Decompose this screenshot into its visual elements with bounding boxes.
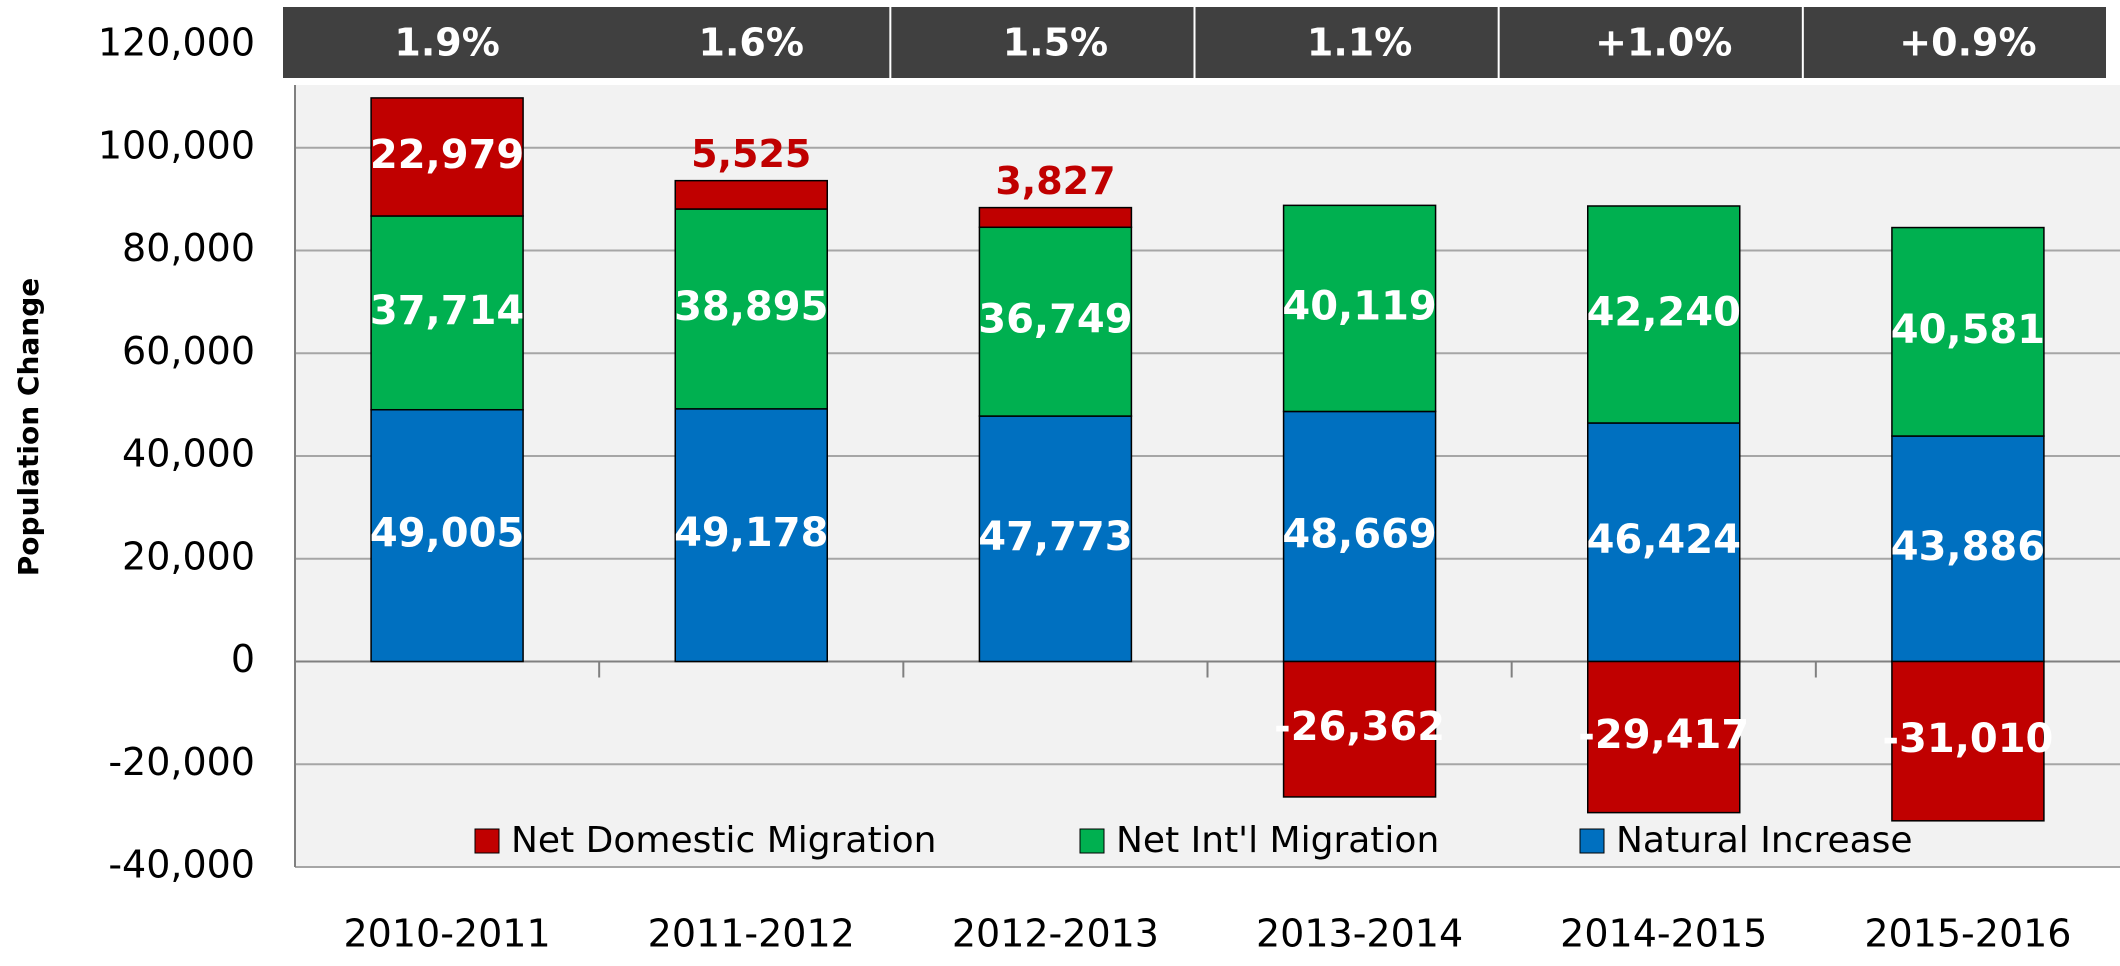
x-tick-label: 2015-2016 [1864,912,2071,956]
bar-segment [1891,660,2045,822]
y-tick-label: 100,000 [98,123,255,167]
bar-segment [674,208,828,410]
data-label: 40,581 [1891,307,2045,353]
bar-segment [978,206,1133,229]
header-label: +1.0% [1595,21,1732,65]
x-tick-label: 2012-2013 [952,912,1159,956]
data-label: 40,119 [1282,283,1436,329]
bar-segment [1587,422,1741,663]
legend-swatch [1079,828,1105,854]
y-tick-label: 40,000 [122,432,255,476]
legend-swatch [474,828,500,854]
header-label: +0.9% [1899,21,2036,65]
bar-segment [370,215,524,411]
bar-segment [1891,435,2045,663]
data-label: -31,010 [1882,716,2053,762]
data-label: 46,424 [1587,517,1741,563]
data-label: -29,417 [1578,712,1749,758]
header-label: 1.6% [699,21,804,65]
data-label: 36,749 [978,297,1132,343]
bar-segment [1282,204,1437,413]
data-label: 42,240 [1587,289,1741,335]
bar-segment [1891,226,2045,437]
bar-segment [674,408,828,663]
y-tick-label: 80,000 [122,226,255,270]
data-label: 48,669 [1282,511,1436,557]
y-tick-label: 60,000 [122,329,255,373]
header-label: 1.9% [394,21,499,65]
y-tick-label: 20,000 [122,534,255,578]
data-label: 38,895 [674,284,828,330]
data-label: 43,886 [1891,524,2045,570]
data-label: 37,714 [370,288,524,334]
y-tick-label: 0 [231,637,255,681]
y-tick-label: -40,000 [108,843,255,887]
data-label: 49,005 [370,511,524,557]
x-tick-label: 2011-2012 [648,912,855,956]
bar-segment [1587,205,1741,424]
x-tick-label: 2013-2014 [1256,912,1463,956]
legend-swatch [1579,828,1605,854]
bar-segment [370,97,524,217]
bar-segment [1282,660,1437,798]
legend-label: Net Domestic Migration [511,820,936,861]
y-tick-label: -20,000 [108,740,255,784]
header-cell [1803,7,2106,78]
y-axis-title: Population Change [12,278,45,576]
bar-segment [978,226,1133,417]
data-label: 3,827 [995,159,1115,203]
header-cell [587,7,890,78]
data-label: 22,979 [370,132,524,178]
bar-segment [1587,660,1741,814]
legend-label: Natural Increase [1616,820,1913,861]
header-cell [283,7,598,78]
header-cell [1195,7,1498,78]
bar-segment [978,415,1133,663]
data-label: 5,525 [691,132,811,176]
bar-segment [674,179,828,210]
data-label: -26,362 [1274,704,1445,750]
data-label: 49,178 [674,510,828,556]
bar-segment [1282,410,1437,663]
plot-background [295,85,2120,867]
x-tick-label: 2014-2015 [1560,912,1767,956]
legend-label: Net Int'l Migration [1116,820,1439,861]
bar-segment [370,408,524,663]
header-cell [891,7,1194,78]
y-tick-label: 120,000 [98,21,255,65]
header-label: 1.5% [1003,21,1108,65]
x-tick-label: 2010-2011 [344,912,551,956]
header-cell [1499,7,1802,78]
header-label: 1.1% [1307,21,1412,65]
data-label: 47,773 [978,514,1132,560]
